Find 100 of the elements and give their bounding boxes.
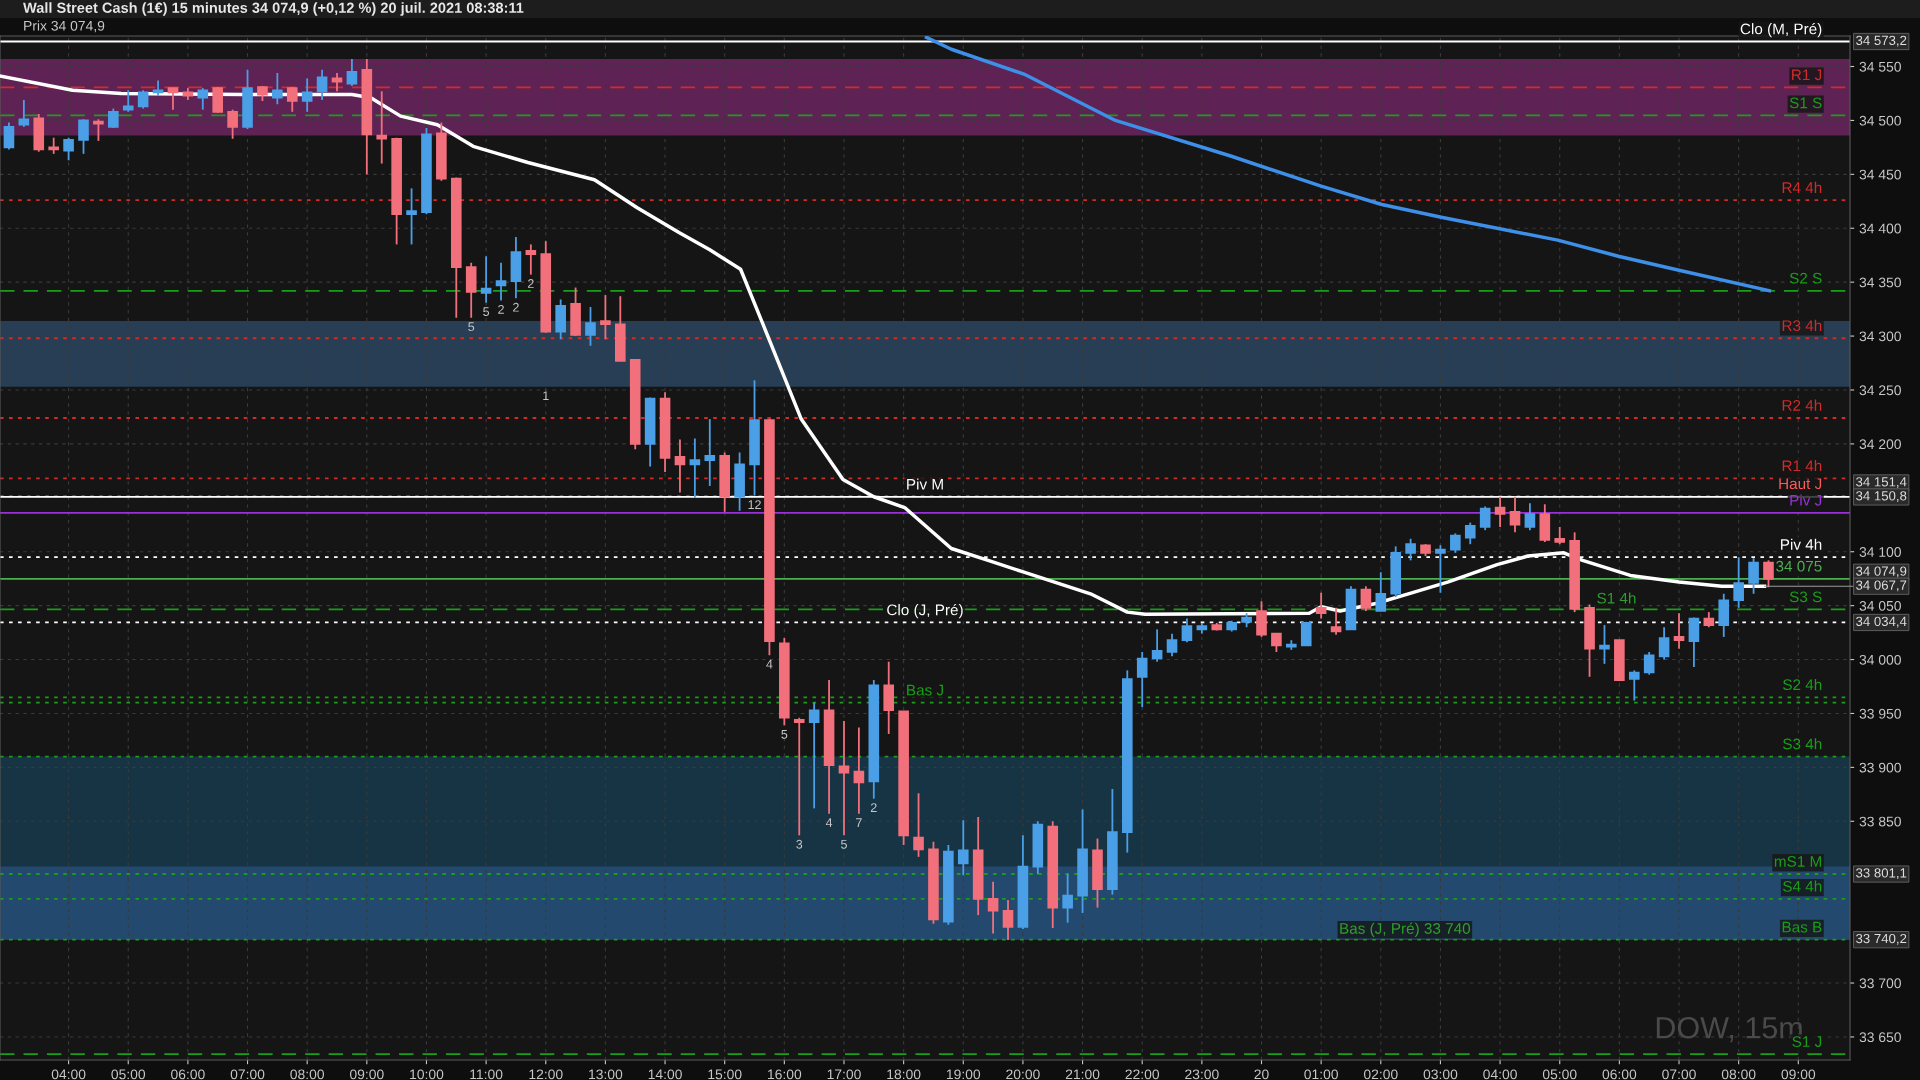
- candlestick: [137, 89, 149, 110]
- candlestick: [1509, 495, 1521, 534]
- y-tick-label: 34 400: [1859, 223, 1901, 234]
- candlestick: [987, 880, 999, 935]
- y-tick-label: 34 500: [1859, 115, 1901, 126]
- candlestick: [316, 68, 328, 101]
- candlestick: [1599, 624, 1610, 665]
- candlestick: [78, 118, 89, 155]
- annotation: 5: [483, 307, 490, 316]
- chart-subtitle: Prix 34 074,9: [24, 20, 105, 33]
- x-tick-label: 05:00: [111, 1069, 146, 1080]
- ref-line-label: 34 075: [1776, 560, 1822, 572]
- y-tick-label: 34 100: [1859, 547, 1901, 557]
- ref-line-label: R1 J: [1792, 69, 1822, 81]
- annotation: 4: [766, 659, 773, 669]
- ref-line-label: S2 4h: [1783, 678, 1822, 691]
- candlestick: [1002, 899, 1014, 941]
- x-tick-label: 04:00: [51, 1069, 86, 1080]
- candlestick: [1136, 651, 1148, 708]
- candlestick: [1479, 505, 1491, 532]
- x-tick-label: 18:00: [887, 1069, 921, 1080]
- y-tick-label: 34 000: [1859, 654, 1901, 665]
- candlestick: [1524, 502, 1536, 532]
- y-tick-label: 33 650: [1859, 1032, 1901, 1043]
- candlestick: [585, 306, 596, 347]
- candlestick: [1688, 616, 1700, 669]
- x-tick-label: 23:00: [1185, 1069, 1219, 1080]
- x-tick-label: 10:00: [410, 1069, 444, 1080]
- candlestick: [227, 108, 238, 140]
- line-series: [924, 36, 1772, 293]
- ref-line-label: Piv M: [907, 478, 943, 490]
- candlestick: [913, 792, 924, 858]
- candlestick: [346, 58, 358, 87]
- annotation: Bas (J, Pré) 33 740: [1340, 922, 1471, 937]
- candlestick: [1330, 606, 1342, 636]
- annotation: 34 067,7: [1856, 580, 1907, 592]
- candlestick: [1166, 632, 1178, 658]
- annotation: 12: [748, 500, 761, 509]
- y-tick-label: 34 200: [1859, 439, 1901, 450]
- annotation: 3: [796, 839, 803, 849]
- annotation: 34 151,4: [1856, 477, 1907, 489]
- x-tick-label: 06:00: [171, 1069, 205, 1080]
- candlestick: [1375, 571, 1387, 612]
- x-tick-label: 11:00: [470, 1069, 503, 1080]
- candlestick: [495, 261, 507, 302]
- candlestick: [286, 86, 298, 113]
- x-tick-label: 07:00: [1662, 1069, 1696, 1080]
- candlestick: [480, 255, 492, 304]
- candlestick: [197, 87, 209, 111]
- annotation: 34 573,2: [1856, 35, 1907, 47]
- candlestick: [674, 438, 686, 494]
- candlestick: [1763, 559, 1774, 589]
- candlestick: [18, 99, 30, 128]
- candlestick: [853, 726, 865, 815]
- candlestick: [957, 819, 969, 877]
- candlestick: [301, 77, 313, 113]
- x-tick-label: 03:00: [1423, 1069, 1458, 1080]
- candlestick: [600, 294, 611, 341]
- annotation: 5: [468, 322, 475, 332]
- candlestick: [704, 418, 716, 487]
- candlestick: [167, 87, 179, 111]
- candlestick: [1450, 532, 1461, 554]
- ref-line-label: R2 4h: [1782, 399, 1822, 411]
- candlestick: [1271, 632, 1282, 653]
- y-tick-label: 34 300: [1859, 331, 1901, 342]
- x-tick-label: 21:00: [1065, 1069, 1100, 1080]
- candlestick: [3, 121, 15, 151]
- y-tick-label: 33 900: [1859, 762, 1901, 773]
- annotation: 34 074,9: [1856, 566, 1907, 578]
- ref-line-label: S4 4h: [1783, 880, 1822, 892]
- annotation: 33 801,1: [1856, 868, 1907, 880]
- ref-line-label: Bas B: [1782, 921, 1822, 933]
- y-tick-label: 34 550: [1859, 61, 1901, 72]
- ref-line-label: Piv J: [1790, 494, 1822, 506]
- annotation: 2: [498, 304, 504, 314]
- x-tick-label: 07:00: [230, 1069, 265, 1080]
- x-tick-label: 16:00: [768, 1069, 802, 1080]
- candlestick: [525, 243, 537, 276]
- candlestick: [1658, 626, 1670, 661]
- ref-line-label: Piv 4h: [1781, 538, 1822, 550]
- annotation: 7: [856, 818, 862, 827]
- annotation: 34 034,4: [1856, 616, 1907, 628]
- candlestick: [1494, 495, 1506, 528]
- y-tick-label: 34 350: [1859, 277, 1901, 288]
- ref-line-label: R3 4h: [1782, 319, 1822, 332]
- annotation: 4: [825, 818, 833, 827]
- y-tick-label: 34 250: [1859, 385, 1901, 396]
- x-tick-label: 14:00: [648, 1069, 682, 1080]
- ref-line-label: Bas J: [907, 684, 943, 696]
- candlestick: [808, 701, 820, 810]
- annotation: 5: [781, 729, 788, 739]
- y-tick-label: 34 450: [1859, 169, 1901, 180]
- x-tick-label: 22:00: [1125, 1069, 1160, 1080]
- ref-line-label: S3 S: [1789, 591, 1822, 603]
- candlestick: [1151, 628, 1163, 663]
- y-tick-label: 33 850: [1859, 816, 1901, 827]
- ref-line-label: S2 S: [1789, 272, 1822, 284]
- candlestick: [122, 89, 134, 113]
- annotation: 34 150,8: [1856, 491, 1907, 503]
- ref-line-label: S1 S: [1789, 97, 1822, 109]
